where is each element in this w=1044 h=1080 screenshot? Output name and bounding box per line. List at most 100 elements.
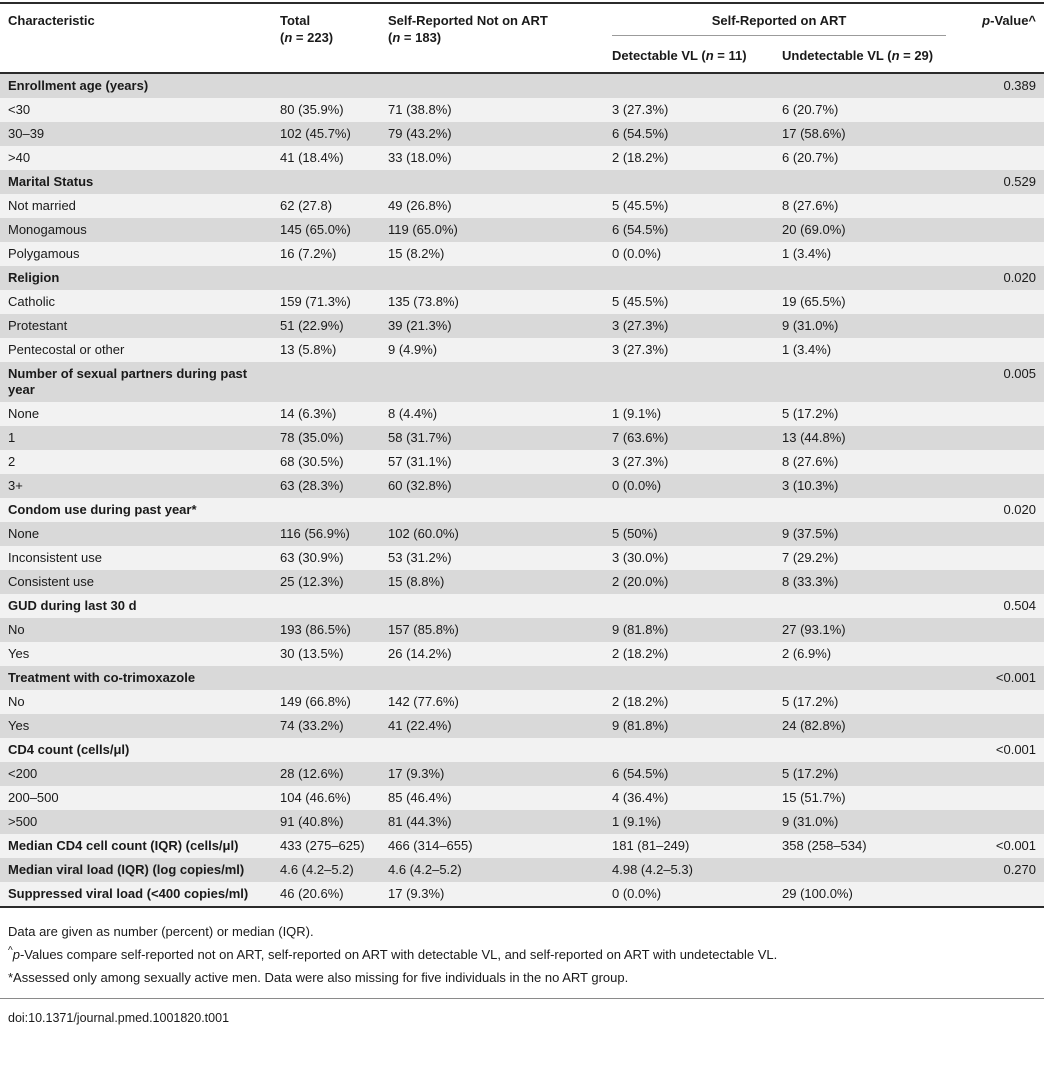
row-label: Treatment with co-trimoxazole	[8, 670, 196, 685]
cell-p-value: <0.001	[995, 742, 1037, 757]
cell-undetectable-vl: 17 (58.6%)	[782, 126, 846, 141]
cell-detectable-vl: 2 (18.2%)	[612, 150, 669, 165]
cell-not-on-art	[388, 666, 612, 690]
row-label: Median CD4 cell count (IQR) (cells/μl)	[8, 838, 239, 853]
cell-undetectable-vl: 5 (17.2%)	[782, 766, 839, 781]
cell-undetectable-vl: 29 (100.0%)	[782, 886, 853, 901]
cell-total: 102 (45.7%)	[280, 126, 351, 141]
col-header-p-value: p-Value^	[982, 13, 1037, 28]
cell-undetectable-vl	[782, 498, 964, 522]
row-label: >500	[8, 814, 38, 829]
table-row: Enrollment age (years) 0.389	[0, 73, 1044, 98]
cell-total: 193 (86.5%)	[280, 622, 351, 637]
doi-text: doi:10.1371/journal.pmed.1001820.t001	[8, 1011, 230, 1025]
cell-undetectable-vl	[782, 858, 964, 882]
cell-not-on-art	[388, 594, 612, 618]
cell-detectable-vl: 6 (54.5%)	[612, 766, 669, 781]
cell-total: 14 (6.3%)	[280, 406, 337, 421]
cell-not-on-art: 102 (60.0%)	[388, 526, 459, 541]
cell-detectable-vl: 1 (9.1%)	[612, 814, 662, 829]
cell-undetectable-vl: 8 (27.6%)	[782, 198, 839, 213]
cell-detectable-vl: 3 (30.0%)	[612, 550, 669, 565]
cell-not-on-art: 81 (44.3%)	[388, 814, 452, 829]
row-label: Polygamous	[8, 246, 80, 261]
cell-p-value	[964, 522, 1044, 546]
table-row: Treatment with co-trimoxazole <0.001	[0, 666, 1044, 690]
cell-detectable-vl: 4 (36.4%)	[612, 790, 669, 805]
cell-total	[280, 738, 388, 762]
cell-not-on-art: 39 (21.3%)	[388, 318, 452, 333]
row-label: 1	[8, 430, 16, 445]
row-label: No	[8, 622, 25, 637]
table-row: Suppressed viral load (<400 copies/ml) 46…	[0, 882, 1044, 907]
cell-not-on-art: 17 (9.3%)	[388, 766, 445, 781]
table-row: No 149 (66.8%) 142 (77.6%) 2 (18.2%) 5 (17.2…	[0, 690, 1044, 714]
table-row: No 193 (86.5%) 157 (85.8%) 9 (81.8%) 27 (93.…	[0, 618, 1044, 642]
cell-undetectable-vl: 20 (69.0%)	[782, 222, 846, 237]
cell-detectable-vl: 0 (0.0%)	[612, 886, 662, 901]
cell-p-value: 0.504	[1003, 598, 1037, 613]
cell-not-on-art: 58 (31.7%)	[388, 430, 452, 445]
cell-total: 63 (30.9%)	[280, 550, 344, 565]
cell-detectable-vl: 9 (81.8%)	[612, 718, 669, 733]
footnote-data-note: Data are given as number (percent) or me…	[8, 924, 314, 939]
cell-total: 149 (66.8%)	[280, 694, 351, 709]
cell-total: 41 (18.4%)	[280, 150, 344, 165]
table-row: 1 78 (35.0%) 58 (31.7%) 7 (63.6%) 13 (44.8%)	[0, 426, 1044, 450]
table-row: Inconsistent use 63 (30.9%) 53 (31.2%) 3 (3…	[0, 546, 1044, 570]
cell-undetectable-vl: 2 (6.9%)	[782, 646, 832, 661]
cell-total: 104 (46.6%)	[280, 790, 351, 805]
cell-p-value	[964, 570, 1044, 594]
row-label: None	[8, 526, 40, 541]
row-label: Catholic	[8, 294, 55, 309]
cell-detectable-vl: 6 (54.5%)	[612, 126, 669, 141]
cell-p-value	[964, 402, 1044, 426]
table-row: 30–39 102 (45.7%) 79 (43.2%) 6 (54.5%) 17 (5…	[0, 122, 1044, 146]
cell-not-on-art: 15 (8.2%)	[388, 246, 445, 261]
cell-undetectable-vl: 6 (20.7%)	[782, 150, 839, 165]
cell-total: 30 (13.5%)	[280, 646, 344, 661]
row-label: Suppressed viral load (<400 copies/ml)	[8, 886, 249, 901]
cell-detectable-vl: 3 (27.3%)	[612, 342, 669, 357]
cell-not-on-art: 53 (31.2%)	[388, 550, 452, 565]
cell-p-value: 0.020	[1003, 270, 1037, 285]
cell-undetectable-vl: 9 (31.0%)	[782, 814, 839, 829]
table-row: 2 68 (30.5%) 57 (31.1%) 3 (27.3%) 8 (27.6%)	[0, 450, 1044, 474]
row-label: Consistent use	[8, 574, 94, 589]
table-row: Monogamous 145 (65.0%) 119 (65.0%) 6 (54.5%…	[0, 218, 1044, 242]
cell-detectable-vl: 181 (81–249)	[612, 838, 690, 853]
table-row: CD4 count (cells/μl) <0.001	[0, 738, 1044, 762]
table-row: Yes 30 (13.5%) 26 (14.2%) 2 (18.2%) 2 (6.9%)	[0, 642, 1044, 666]
cell-total: 68 (30.5%)	[280, 454, 344, 469]
cell-detectable-vl: 2 (20.0%)	[612, 574, 669, 589]
table-row: >500 91 (40.8%) 81 (44.3%) 1 (9.1%) 9 (31.0%…	[0, 810, 1044, 834]
cell-detectable-vl	[612, 498, 782, 522]
col-header-detectable-vl: Detectable VL (n = 11)	[612, 48, 747, 63]
cell-total: 13 (5.8%)	[280, 342, 337, 357]
cell-undetectable-vl	[782, 266, 964, 290]
cell-undetectable-vl	[782, 666, 964, 690]
cell-p-value	[964, 618, 1044, 642]
cell-detectable-vl: 4.98 (4.2–5.3)	[612, 862, 693, 877]
cell-total	[280, 73, 388, 98]
row-label: 3+	[8, 478, 23, 493]
cell-not-on-art: 79 (43.2%)	[388, 126, 452, 141]
cell-undetectable-vl: 27 (93.1%)	[782, 622, 846, 637]
table-row: Not married 62 (27.8) 49 (26.8%) 5 (45.5%) 8…	[0, 194, 1044, 218]
table-row: Marital Status 0.529	[0, 170, 1044, 194]
cell-undetectable-vl: 24 (82.8%)	[782, 718, 846, 733]
table-row: Median viral load (IQR) (log copies/ml) 4…	[0, 858, 1044, 882]
cell-undetectable-vl	[782, 594, 964, 618]
table-row: <30 80 (35.9%) 71 (38.8%) 3 (27.3%) 6 (20.7%…	[0, 98, 1044, 122]
cell-detectable-vl	[612, 594, 782, 618]
cell-not-on-art: 142 (77.6%)	[388, 694, 459, 709]
footnote-asterisk-note: *Assessed only among sexually active men…	[8, 970, 629, 985]
row-label: Not married	[8, 198, 76, 213]
cell-p-value	[964, 474, 1044, 498]
table-row: <200 28 (12.6%) 17 (9.3%) 6 (54.5%) 5 (17.2%…	[0, 762, 1044, 786]
cell-detectable-vl: 3 (27.3%)	[612, 454, 669, 469]
cell-undetectable-vl: 8 (33.3%)	[782, 574, 839, 589]
cell-undetectable-vl: 5 (17.2%)	[782, 406, 839, 421]
cell-undetectable-vl: 1 (3.4%)	[782, 342, 832, 357]
cell-p-value	[964, 882, 1044, 907]
